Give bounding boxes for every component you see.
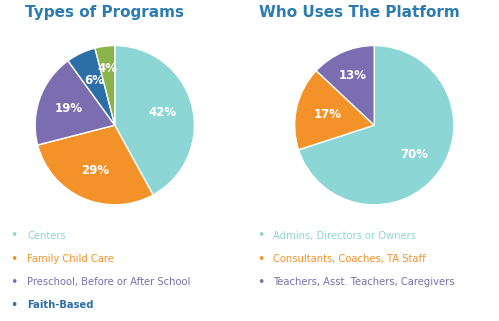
Text: 70%: 70% <box>400 148 428 161</box>
Wedge shape <box>316 46 374 125</box>
Text: Centers: Centers <box>27 231 66 241</box>
Text: •: • <box>10 253 17 265</box>
Text: Faith-Based: Faith-Based <box>27 300 94 310</box>
Text: Who Uses The Platform: Who Uses The Platform <box>259 5 460 20</box>
Text: 13%: 13% <box>339 69 367 82</box>
Text: •: • <box>10 230 17 242</box>
Wedge shape <box>294 71 374 150</box>
Text: Family Child Care: Family Child Care <box>27 254 114 264</box>
Text: •: • <box>257 276 264 289</box>
Text: Teachers, Asst. Teachers, Caregivers: Teachers, Asst. Teachers, Caregivers <box>273 277 455 287</box>
Text: Preschool, Before or After School: Preschool, Before or After School <box>27 277 191 287</box>
Wedge shape <box>68 48 115 125</box>
Text: •: • <box>10 299 17 312</box>
Text: •: • <box>257 230 264 242</box>
Text: 4%: 4% <box>98 62 118 75</box>
Text: •: • <box>10 276 17 289</box>
Wedge shape <box>95 46 115 125</box>
Text: 29%: 29% <box>81 164 109 177</box>
Text: 17%: 17% <box>314 108 342 121</box>
Text: Types of Programs: Types of Programs <box>25 5 184 20</box>
Wedge shape <box>115 46 195 195</box>
Text: 42%: 42% <box>149 107 177 119</box>
Wedge shape <box>35 61 115 145</box>
Wedge shape <box>298 46 454 205</box>
Text: 6%: 6% <box>84 74 104 87</box>
Text: 19%: 19% <box>54 102 82 115</box>
Wedge shape <box>37 125 153 205</box>
Text: •: • <box>257 253 264 265</box>
Text: Admins, Directors or Owners: Admins, Directors or Owners <box>273 231 417 241</box>
Text: Consultants, Coaches, TA Staff: Consultants, Coaches, TA Staff <box>273 254 426 264</box>
